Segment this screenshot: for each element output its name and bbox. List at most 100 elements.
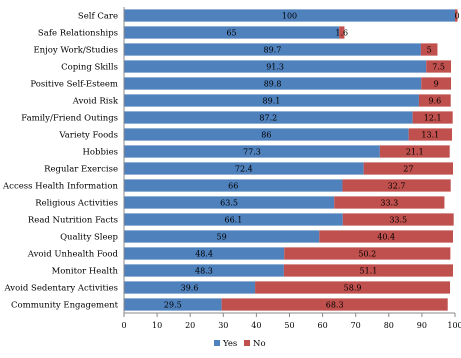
category-label-avoid-sedentary-activities: Avoid Sedentary Activities: [3, 284, 118, 294]
bar-no-hobbies: [379, 145, 450, 158]
category-label-access-health-information: Access Health Information: [2, 182, 118, 192]
bar-no-monitor-health: [283, 264, 454, 277]
category-label-community-engagement: Community Engagement: [11, 301, 119, 311]
bar-yes-coping-skills: [124, 60, 427, 73]
bar-no-coping-skills: [426, 60, 452, 73]
value-label-no-quality-sleep: 40.4: [377, 233, 395, 242]
category-label-family-friend-outings: Family/Friend Outings: [21, 114, 118, 124]
bar-yes-safe-relationships: [124, 26, 340, 39]
value-label-no-religious-activities: 33.3: [380, 199, 398, 208]
value-label-yes-enjoy-work-studies: 89.7: [264, 46, 282, 55]
category-label-monitor-health: Monitor Health: [52, 267, 119, 277]
bar-no-regular-exercise: [363, 162, 454, 175]
category-label-hobbies: Hobbies: [82, 148, 118, 158]
x-tick-label-20: 20: [185, 321, 195, 330]
bar-yes-avoid-sedentary-activities: [124, 281, 256, 294]
value-label-yes-community-engagement: 29.5: [164, 301, 182, 310]
bar-yes-monitor-health: [124, 264, 284, 277]
category-label-coping-skills: Coping Skills: [61, 63, 118, 73]
bar-yes-family-friend-outings: [124, 111, 413, 124]
x-tick-label-90: 90: [417, 321, 427, 330]
value-labels: 100 0 65 1.6 89.7 5 91.3 7.5 89.8 9 89.1 9.6 87.2 12.…: [164, 12, 460, 310]
value-label-no-avoid-sedentary-activities: 58.9: [344, 284, 362, 293]
value-label-no-avoid-risk: 9.6: [428, 97, 441, 106]
value-label-yes-avoid-risk: 89.1: [263, 97, 281, 106]
bar-yes-access-health-information: [124, 179, 343, 192]
legend-label-no: No: [253, 339, 266, 349]
bar-no-avoid-sedentary-activities: [255, 281, 451, 294]
value-label-no-family-friend-outings: 12.1: [424, 114, 442, 123]
bar-no-quality-sleep: [319, 230, 454, 243]
value-label-no-variety-foods: 13.1: [421, 131, 439, 140]
bar-yes-positive-self-esteem: [124, 77, 422, 90]
x-tick-label-30: 30: [218, 321, 228, 330]
value-label-no-community-engagement: 68.3: [326, 301, 344, 310]
value-label-yes-read-nutrition-facts: 66.1: [224, 216, 242, 225]
value-label-no-regular-exercise: 27: [403, 165, 413, 174]
value-label-no-avoid-unhealth-food: 50.2: [358, 250, 376, 259]
category-label-self-care: Self Care: [78, 12, 118, 22]
value-label-yes-coping-skills: 91.3: [266, 63, 284, 72]
bar-no-enjoy-work-studies: [420, 43, 438, 56]
value-label-no-monitor-health: 51.1: [360, 267, 378, 276]
x-axis-ticks: 0 10 20 30 40 50 60 70 80 90 100: [121, 313, 461, 330]
value-label-no-read-nutrition-facts: 33.5: [389, 216, 407, 225]
category-label-regular-exercise: Regular Exercise: [44, 165, 118, 175]
value-label-no-enjoy-work-studies: 5: [427, 46, 432, 55]
value-label-no-safe-relationships: 1.6: [335, 29, 348, 38]
value-label-yes-self-care: 100: [282, 12, 297, 21]
bar-no-avoid-unhealth-food: [284, 247, 451, 260]
bar-yes-read-nutrition-facts: [124, 213, 343, 226]
value-label-yes-positive-self-esteem: 89.8: [264, 80, 282, 89]
legend: Yes No: [214, 339, 266, 349]
x-tick-label-10: 10: [152, 321, 162, 330]
bars: [124, 9, 458, 311]
bar-yes-religious-activities: [124, 196, 335, 209]
value-label-no-self-care: 0: [454, 12, 459, 21]
bar-no-avoid-risk: [418, 94, 451, 107]
legend-label-yes: Yes: [222, 339, 237, 349]
value-label-yes-safe-relationships: 65: [226, 29, 236, 38]
bar-no-positive-self-esteem: [421, 77, 452, 90]
bar-yes-self-care: [124, 9, 455, 22]
value-label-yes-religious-activities: 63.5: [220, 199, 238, 208]
bar-no-access-health-information: [342, 179, 451, 192]
bar-no-read-nutrition-facts: [342, 213, 454, 226]
value-label-yes-variety-foods: 86: [261, 131, 271, 140]
value-label-yes-regular-exercise: 72.4: [235, 165, 253, 174]
category-label-safe-relationships: Safe Relationships: [38, 29, 118, 39]
bar-no-variety-foods: [408, 128, 453, 141]
category-label-quality-sleep: Quality Sleep: [60, 233, 118, 243]
value-label-yes-hobbies: 77.3: [243, 148, 261, 157]
category-label-variety-foods: Variety Foods: [58, 131, 118, 141]
bar-yes-avoid-risk: [124, 94, 419, 107]
category-label-read-nutrition-facts: Read Nutrition Facts: [28, 216, 118, 226]
category-label-enjoy-work-studies: Enjoy Work/Studies: [33, 46, 118, 56]
x-tick-label-50: 50: [284, 321, 294, 330]
bar-yes-variety-foods: [124, 128, 409, 141]
value-label-no-coping-skills: 7.5: [432, 63, 445, 72]
bar-yes-regular-exercise: [124, 162, 364, 175]
bar-no-self-care: [455, 9, 458, 22]
value-label-yes-avoid-unhealth-food: 48.4: [195, 250, 213, 259]
value-label-no-access-health-information: 32.7: [388, 182, 406, 191]
bar-no-family-friend-outings: [412, 111, 453, 124]
x-tick-label-100: 100: [447, 321, 461, 330]
value-label-yes-access-health-information: 66: [228, 182, 238, 191]
legend-swatch-yes: [214, 340, 220, 346]
category-label-avoid-risk: Avoid Risk: [72, 97, 119, 107]
category-label-religious-activities: Religious Activities: [35, 199, 118, 209]
bar-no-safe-relationships: [339, 26, 345, 39]
value-label-yes-quality-sleep: 59: [217, 233, 227, 242]
value-label-yes-avoid-sedentary-activities: 39.6: [181, 284, 199, 293]
category-label-positive-self-esteem: Positive Self-Esteem: [30, 80, 118, 90]
bar-yes-quality-sleep: [124, 230, 320, 243]
x-tick-label-0: 0: [121, 321, 126, 330]
bar-yes-community-engagement: [124, 298, 222, 311]
legend-swatch-no: [244, 340, 250, 346]
category-label-avoid-unhealth-food: Avoid Unhealth Food: [27, 250, 119, 260]
x-tick-label-80: 80: [384, 321, 394, 330]
bar-yes-avoid-unhealth-food: [124, 247, 285, 260]
bar-no-religious-activities: [334, 196, 445, 209]
